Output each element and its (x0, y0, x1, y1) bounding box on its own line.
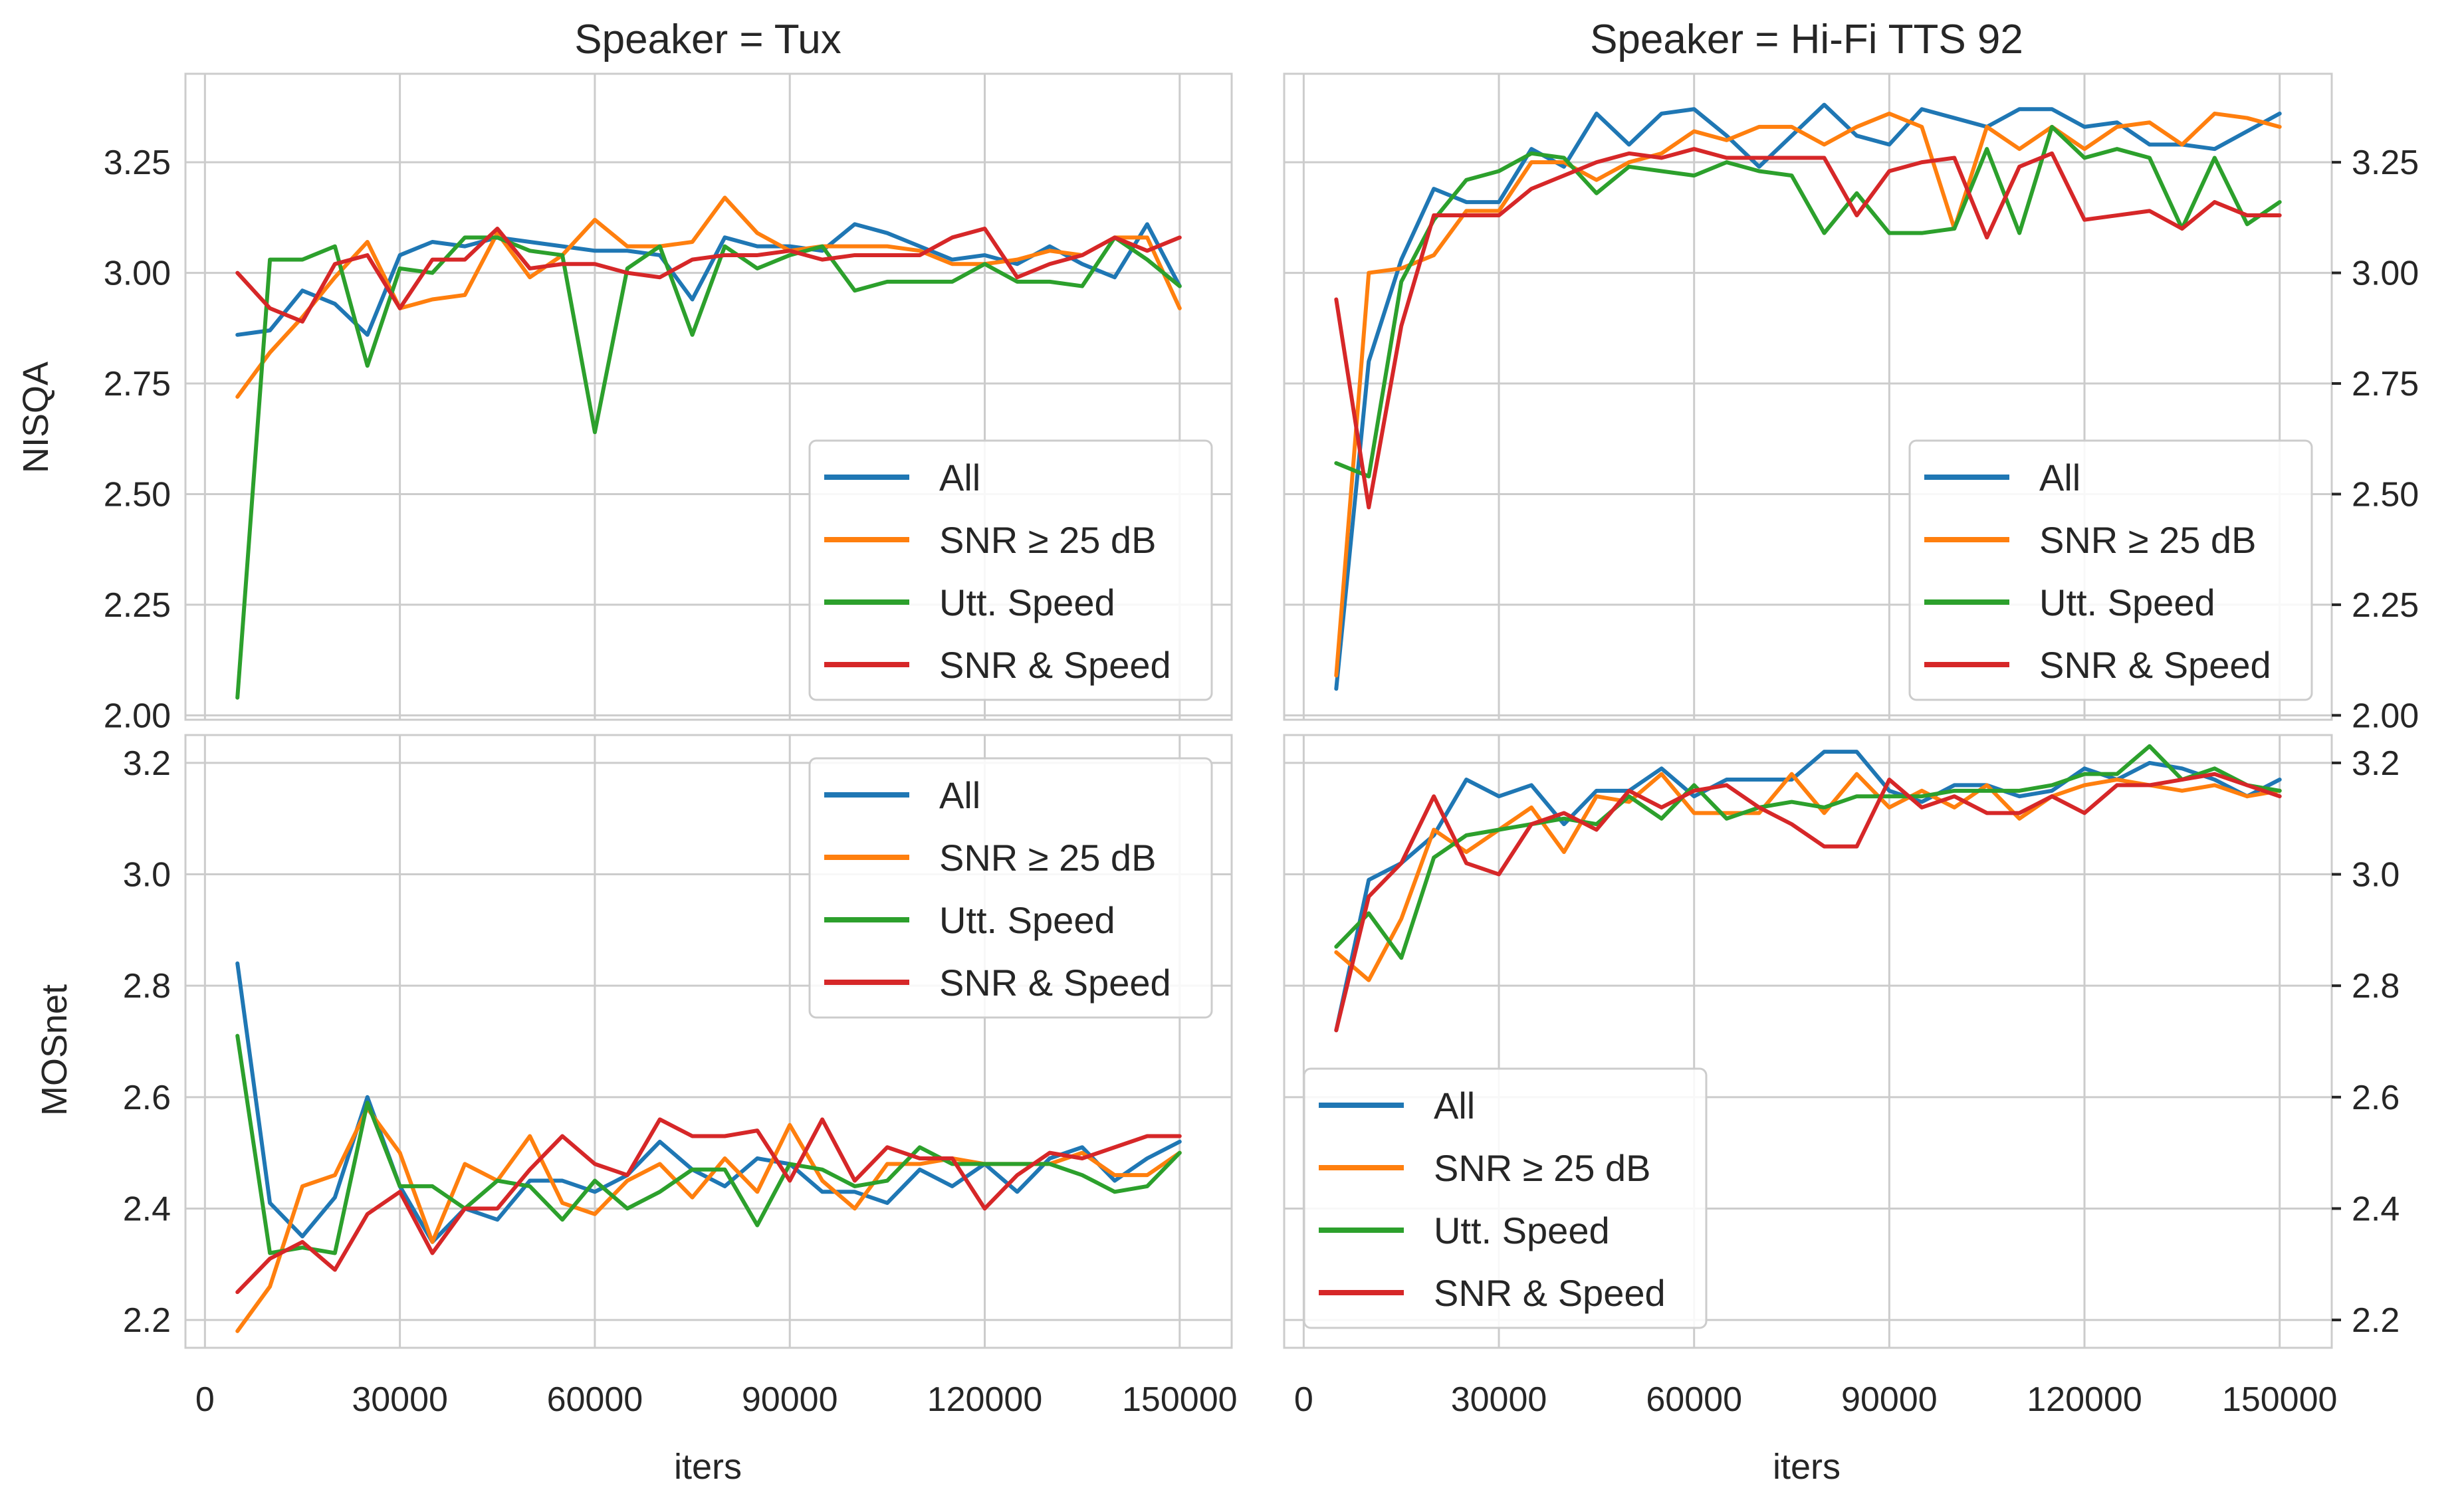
y-tick-label: 3.2 (123, 744, 171, 783)
series-line-snr-db (235, 195, 1182, 399)
y-tick-label: 2.8 (2352, 967, 2400, 1006)
series-line-utt-speed (1334, 744, 2282, 960)
series-line-all (235, 222, 1182, 337)
x-tick-label: 120000 (2027, 1380, 2142, 1419)
series-line-snr-speed (1334, 772, 2282, 1033)
y-tick-label: 2.50 (104, 475, 171, 514)
series-line-snr-db (235, 1106, 1182, 1333)
panel-mosnet-tux: 2.2 2.4 2.6 2.8 3.0 3.2 0 30000 60000 90000 120000… (123, 734, 1238, 1419)
series-line-snr-db (1334, 111, 2282, 678)
y-tick-label: 2.8 (123, 967, 171, 1006)
y-tick-label: 2.6 (123, 1079, 171, 1117)
legend-box (808, 439, 1213, 701)
x-tick-label: 150000 (2222, 1380, 2338, 1419)
legend-box (1303, 1067, 1708, 1329)
y-tick-label: 2.00 (2352, 696, 2419, 735)
legend-label: SNR ≥ 25 dB (939, 519, 1156, 561)
axes-frame (1283, 734, 2333, 1349)
y-tick-label: 3.25 (2352, 144, 2419, 182)
axes-frame (184, 734, 1233, 1349)
series-line-snr-speed (235, 227, 1182, 324)
y-tick-label: 3.0 (2352, 856, 2400, 895)
panel-nisqa-hifi: 2.00 2.25 2.50 2.75 3.00 3.25 All SNR ≥ 25 dB Ut… (1283, 72, 2419, 735)
legend-label: Utt. Speed (2039, 582, 2215, 623)
x-tick-label: 0 (195, 1380, 215, 1419)
axes-frame (1283, 72, 2333, 721)
legend-label: SNR & Speed (1434, 1272, 1666, 1314)
y-tick-label: 2.25 (2352, 586, 2419, 625)
legend-label: All (939, 457, 980, 498)
series-line-all (1334, 750, 2282, 1033)
legend-label: Utt. Speed (939, 582, 1115, 623)
legend-label: Utt. Speed (939, 899, 1115, 941)
legend-label: All (2039, 457, 2080, 498)
legend: All SNR ≥ 25 dB Utt. Speed SNR & Speed (808, 439, 1213, 701)
xlabel-left: iters (674, 1447, 742, 1487)
y-tick-label: 2.75 (2352, 365, 2419, 403)
series-line-snr-speed (1334, 147, 2282, 510)
x-tick-label: 90000 (1841, 1380, 1938, 1419)
col-title-hifi: Speaker = Hi-Fi TTS 92 (1590, 17, 2023, 62)
series-line-snr-speed (235, 1117, 1182, 1295)
legend-label: Utt. Speed (1434, 1210, 1610, 1251)
panel-nisqa-tux: 2.00 2.25 2.50 2.75 3.00 3.25 All SNR ≥ 25 dB Ut… (104, 72, 1233, 735)
legend-box (1908, 439, 2313, 701)
legend-label: SNR ≥ 25 dB (2039, 519, 2256, 561)
legend-label: SNR ≥ 25 dB (939, 837, 1156, 879)
x-tick-label: 30000 (1451, 1380, 1547, 1419)
series-line-utt-speed (235, 235, 1182, 700)
y-tick-label: 2.4 (123, 1190, 171, 1228)
y-tick-label: 2.2 (123, 1301, 171, 1340)
y-tick-label: 3.0 (123, 856, 171, 895)
legend-label: SNR & Speed (2039, 644, 2271, 686)
xlabel-right: iters (1773, 1447, 1841, 1487)
y-tick-label: 2.2 (2352, 1301, 2400, 1340)
y-tick-label: 3.00 (104, 255, 171, 293)
y-tick-label: 3.25 (104, 144, 171, 182)
x-tick-label: 90000 (742, 1380, 838, 1419)
x-tick-label: 60000 (1646, 1380, 1742, 1419)
y-tick-label: 2.6 (2352, 1079, 2400, 1117)
legend-label: All (1434, 1085, 1475, 1126)
axes-frame (184, 72, 1233, 721)
y-tick-label: 2.00 (104, 696, 171, 735)
panel-mosnet-hifi: 2.2 2.4 2.6 2.8 3.0 3.2 0 30000 60000 90000 120000… (1283, 734, 2400, 1419)
series-line-snr-db (1334, 772, 2282, 982)
ylabel-nisqa: NISQA (16, 362, 56, 473)
legend-label: All (939, 774, 980, 816)
x-tick-label: 120000 (927, 1380, 1043, 1419)
legend-label: SNR & Speed (939, 962, 1171, 1004)
x-tick-label: 0 (1294, 1380, 1313, 1419)
series-line-utt-speed (235, 1033, 1182, 1255)
series-line-utt-speed (1334, 124, 2282, 479)
legend: All SNR ≥ 25 dB Utt. Speed SNR & Speed (1303, 1067, 1708, 1329)
legend-box (808, 757, 1213, 1019)
legend-label: SNR & Speed (939, 644, 1171, 686)
y-tick-label: 3.00 (2352, 255, 2419, 293)
y-tick-label: 2.50 (2352, 475, 2419, 514)
legend: All SNR ≥ 25 dB Utt. Speed SNR & Speed (808, 757, 1213, 1019)
ylabel-mosnet: MOSnet (35, 984, 74, 1116)
y-tick-label: 2.25 (104, 586, 171, 625)
x-tick-label: 30000 (352, 1380, 448, 1419)
y-tick-label: 3.2 (2352, 744, 2400, 783)
legend-label: SNR ≥ 25 dB (1434, 1147, 1650, 1189)
y-tick-label: 2.4 (2352, 1190, 2400, 1228)
x-tick-label: 60000 (547, 1380, 643, 1419)
legend: All SNR ≥ 25 dB Utt. Speed SNR & Speed (1908, 439, 2313, 701)
y-tick-label: 2.75 (104, 365, 171, 403)
x-tick-label: 150000 (1122, 1380, 1238, 1419)
col-title-tux: Speaker = Tux (574, 17, 841, 62)
